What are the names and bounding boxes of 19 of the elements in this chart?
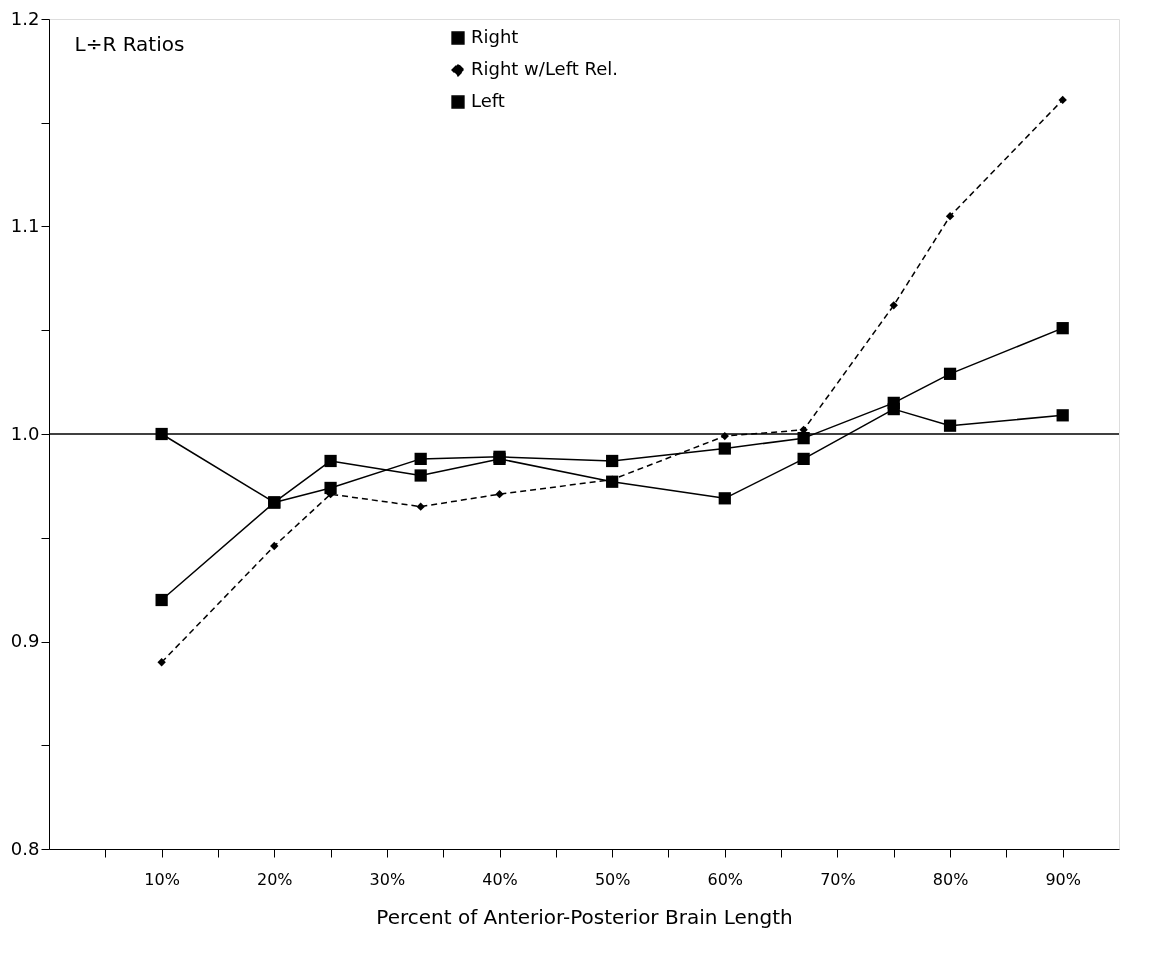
y-tick-label: 1.2: [10, 7, 40, 29]
x-tick-label: 30%: [369, 869, 406, 889]
legend-label: Left: [471, 90, 505, 111]
y-tick-label: 0.9: [10, 630, 40, 651]
y-axis-title: L÷R Ratios: [74, 31, 185, 56]
x-tick-label: 90%: [1045, 869, 1081, 889]
y-tick-label: 0.8: [10, 837, 40, 859]
legend-label: Right: [471, 26, 519, 47]
y-tick-label: 1.1: [10, 215, 40, 236]
legend-label: Right w/Left Rel.: [471, 58, 618, 79]
x-tick-label: 10%: [144, 869, 180, 889]
x-tick-label: 50%: [594, 869, 631, 889]
x-tick-label: 70%: [820, 869, 856, 889]
x-axis-title: Percent of Anterior-Posterior Brain Length: [376, 904, 793, 929]
y-tick-label: 1.0: [10, 422, 40, 444]
x-tick-label: 80%: [932, 869, 969, 889]
x-tick-label: 60%: [707, 869, 744, 889]
x-tick-label: 40%: [482, 869, 518, 889]
x-tick-label: 20%: [256, 869, 293, 889]
